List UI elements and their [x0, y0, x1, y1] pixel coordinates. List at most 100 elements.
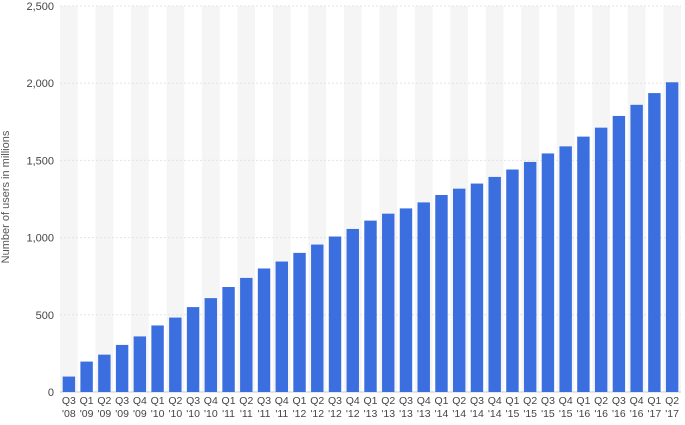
bar — [62, 376, 76, 392]
x-tick-label-quarter: Q2 — [452, 395, 466, 407]
x-tick-label-quarter: Q2 — [523, 395, 537, 407]
x-tick-label-year: '11 — [275, 408, 288, 420]
column-band — [95, 6, 114, 392]
bar — [293, 252, 306, 392]
x-tick-label-quarter: Q1 — [222, 395, 236, 407]
bar — [612, 115, 626, 392]
x-tick-label-quarter: Q2 — [310, 395, 324, 407]
bar — [80, 361, 93, 392]
x-tick-label-year: '13 — [399, 408, 413, 420]
bar — [222, 287, 235, 392]
x-tick-label-year: '08 — [62, 408, 76, 420]
x-tick-label-quarter: Q3 — [612, 395, 626, 407]
x-tick-label-year: '16 — [577, 408, 591, 420]
x-tick-label-year: '15 — [541, 408, 555, 420]
x-tick-label-year: '12 — [328, 408, 342, 420]
x-tick-label-quarter: Q4 — [204, 395, 218, 407]
bar — [328, 236, 342, 392]
x-tick-label-year: '12 — [310, 408, 324, 420]
bar — [488, 176, 501, 392]
x-tick-label-quarter: Q3 — [257, 395, 271, 407]
x-tick-label-quarter: Q1 — [576, 395, 590, 407]
x-tick-label-quarter: Q3 — [541, 395, 555, 407]
bar — [577, 136, 590, 392]
x-tick-label-quarter: Q2 — [594, 395, 608, 407]
x-tick-label-quarter: Q2 — [381, 395, 395, 407]
column-band — [166, 6, 185, 392]
y-tick-label: 2,000 — [26, 78, 54, 90]
x-tick-label-year: '10 — [151, 408, 165, 420]
x-tick-label-quarter: Q4 — [630, 395, 644, 407]
x-tick-label-quarter: Q3 — [470, 395, 484, 407]
x-tick-label-year: '15 — [559, 408, 573, 420]
y-axis-ticks: 0 500 1,000 1,500 2,000 2,500 — [26, 1, 54, 399]
x-tick-label-quarter: Q4 — [275, 395, 289, 407]
x-tick-label-quarter: Q2 — [239, 395, 253, 407]
x-tick-label-year: '09 — [80, 408, 94, 420]
x-tick-label-quarter: Q2 — [665, 395, 679, 407]
x-tick-label-year: '12 — [293, 408, 307, 420]
x-tick-label-quarter: Q4 — [346, 395, 360, 407]
x-tick-label-year: '14 — [435, 408, 449, 420]
x-tick-label-year: '16 — [612, 408, 626, 420]
x-tick-label-quarter: Q3 — [115, 395, 129, 407]
x-tick-label-year: '11 — [258, 408, 271, 420]
x-tick-label-quarter: Q3 — [328, 395, 342, 407]
bar — [133, 336, 147, 392]
x-tick-label-quarter: Q1 — [505, 395, 519, 407]
x-tick-label-year: '14 — [452, 408, 466, 420]
bar — [559, 146, 572, 392]
x-tick-label-year: '11 — [240, 408, 253, 420]
bar — [275, 261, 288, 392]
x-tick-label-year: '10 — [204, 408, 218, 420]
bar — [364, 220, 377, 392]
x-tick-label-year: '13 — [417, 408, 431, 420]
x-tick-label-year: '12 — [346, 408, 360, 420]
x-tick-label-quarter: Q4 — [559, 395, 573, 407]
x-tick-label-year: '10 — [186, 408, 200, 420]
bar — [186, 307, 200, 392]
x-tick-label-year: '10 — [168, 408, 182, 420]
bar — [453, 188, 466, 392]
bar — [506, 169, 519, 392]
x-tick-label-quarter: Q1 — [647, 395, 661, 407]
bar — [382, 213, 395, 392]
y-axis-title: Number of users in millions — [0, 130, 12, 263]
y-tick-label: 0 — [48, 387, 54, 399]
bar — [594, 127, 608, 392]
bar — [151, 325, 164, 392]
x-tick-label-quarter: Q3 — [399, 395, 413, 407]
x-tick-label-quarter: Q4 — [488, 395, 502, 407]
x-tick-label-year: '09 — [133, 408, 147, 420]
bar — [648, 93, 661, 392]
bar — [257, 268, 271, 392]
bar — [240, 277, 253, 392]
x-tick-label-quarter: Q1 — [151, 395, 165, 407]
x-tick-label-quarter: Q2 — [168, 395, 182, 407]
x-tick-label-quarter: Q4 — [417, 395, 431, 407]
x-tick-label-year: '16 — [594, 408, 608, 420]
y-tick-label: 1,000 — [26, 233, 54, 245]
bar — [169, 317, 182, 392]
bar — [346, 228, 359, 392]
x-tick-label-year: '17 — [665, 408, 679, 420]
x-tick-label-quarter: Q1 — [363, 395, 377, 407]
column-band — [201, 6, 220, 392]
bar — [665, 82, 679, 393]
x-tick-label-year: '15 — [523, 408, 537, 420]
bar — [115, 344, 129, 392]
bar — [98, 354, 111, 392]
bar — [470, 183, 484, 392]
x-tick-label-year: '09 — [115, 408, 129, 420]
bar — [311, 244, 324, 392]
bar — [435, 194, 448, 392]
x-tick-label-quarter: Q3 — [186, 395, 200, 407]
y-tick-label: 500 — [36, 310, 54, 322]
bar — [523, 161, 537, 392]
x-tick-label-quarter: Q1 — [293, 395, 307, 407]
x-tick-label-year: '14 — [470, 408, 484, 420]
x-tick-label-year: '15 — [506, 408, 520, 420]
y-tick-label: 2,500 — [26, 1, 54, 13]
bar — [541, 153, 555, 392]
